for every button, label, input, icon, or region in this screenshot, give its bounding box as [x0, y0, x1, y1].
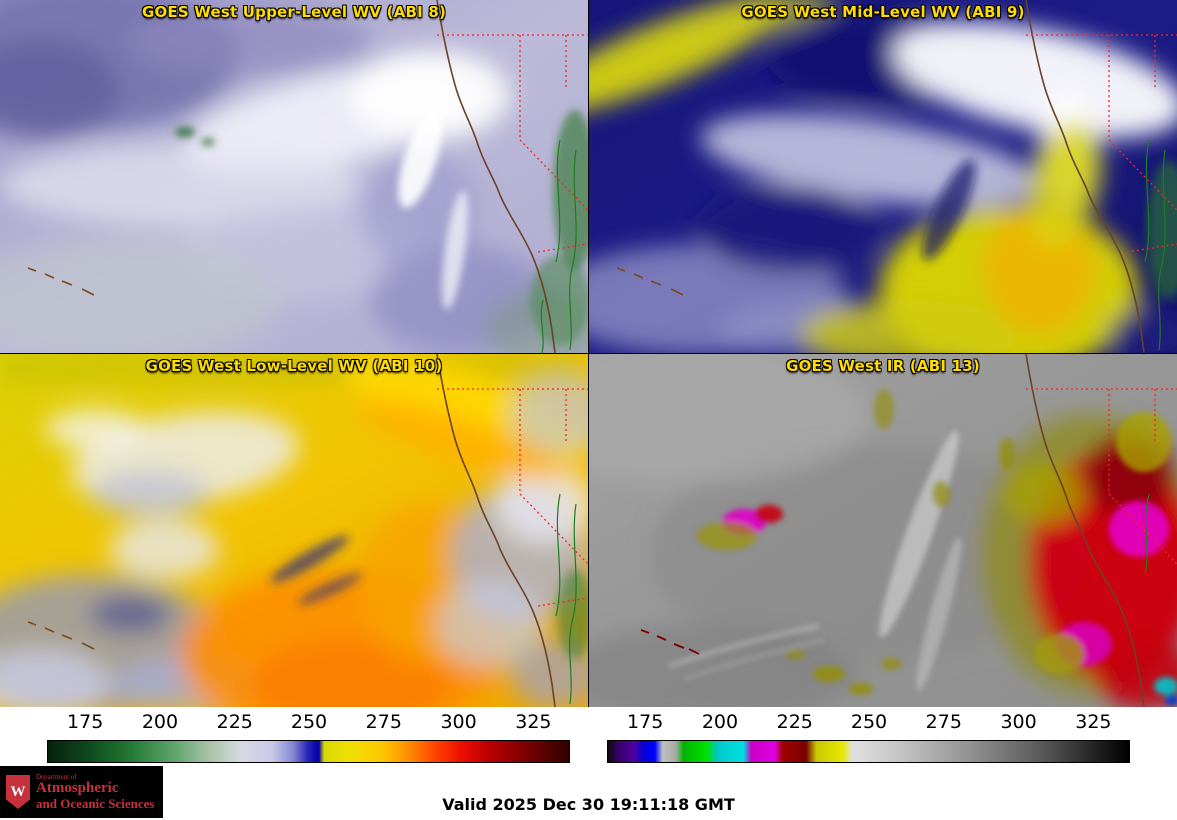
tick-label: 250 [290, 711, 328, 733]
crest-letter: W [10, 783, 26, 800]
colorbar-section: 175 200 225 250 275 300 325 175 200 225 … [0, 707, 1177, 767]
uw-aos-logo: W Department of Atmospheric and Oceanic … [0, 766, 163, 818]
logo-line-1: Atmospheric [36, 779, 119, 796]
ir-colorbar-group: 175 200 225 250 275 300 325 [607, 707, 1130, 767]
satellite-image-ir [589, 354, 1177, 707]
tick-label: 275 [925, 711, 962, 733]
tick-label: 300 [440, 711, 477, 733]
satellite-image-mid-wv [589, 0, 1177, 353]
tick-label: 175 [627, 711, 664, 733]
tick-label: 325 [515, 711, 552, 733]
tick-label: 175 [67, 711, 104, 733]
panel-low-level-wv: GOES West Low-Level WV (ABI 10) [0, 354, 588, 707]
satellite-quad-grid: GOES West Upper-Level WV (ABI 8) [0, 0, 1177, 707]
wv-colorbar-ticks: 175 200 225 250 275 300 325 [47, 711, 570, 737]
tick-label: 250 [850, 711, 888, 733]
logo-dept-line: Department of [36, 772, 77, 781]
wv-colorbar-group: 175 200 225 250 275 300 325 [47, 707, 570, 767]
tick-label: 225 [776, 711, 813, 733]
tick-label: 225 [216, 711, 253, 733]
panel-title-ir: GOES West IR (ABI 13) [786, 357, 980, 375]
panel-mid-level-wv: GOES West Mid-Level WV (ABI 9) [589, 0, 1177, 353]
panel-upper-level-wv: GOES West Upper-Level WV (ABI 8) [0, 0, 588, 353]
ir-colorbar-ticks: 175 200 225 250 275 300 325 [607, 711, 1130, 737]
logo-text: Department of Atmospheric and Oceanic Sc… [36, 772, 155, 811]
panel-title-low-wv: GOES West Low-Level WV (ABI 10) [145, 357, 443, 375]
wv-colorbar [47, 740, 570, 763]
logo-line-2: and Oceanic Sciences [36, 795, 155, 811]
tick-label: 200 [701, 711, 739, 733]
panel-title-mid-wv: GOES West Mid-Level WV (ABI 9) [741, 3, 1025, 21]
tick-label: 300 [1000, 711, 1037, 733]
panel-ir: GOES West IR (ABI 13) [589, 354, 1177, 707]
valid-time-text: Valid 2025 Dec 30 19:11:18 GMT [442, 795, 735, 814]
panel-title-upper-wv: GOES West Upper-Level WV (ABI 8) [141, 3, 447, 21]
tick-label: 275 [365, 711, 402, 733]
tick-label: 200 [141, 711, 179, 733]
tick-label: 325 [1075, 711, 1112, 733]
ir-colorbar [607, 740, 1130, 763]
satellite-image-low-wv [0, 354, 588, 707]
satellite-image-upper-wv [0, 0, 588, 353]
